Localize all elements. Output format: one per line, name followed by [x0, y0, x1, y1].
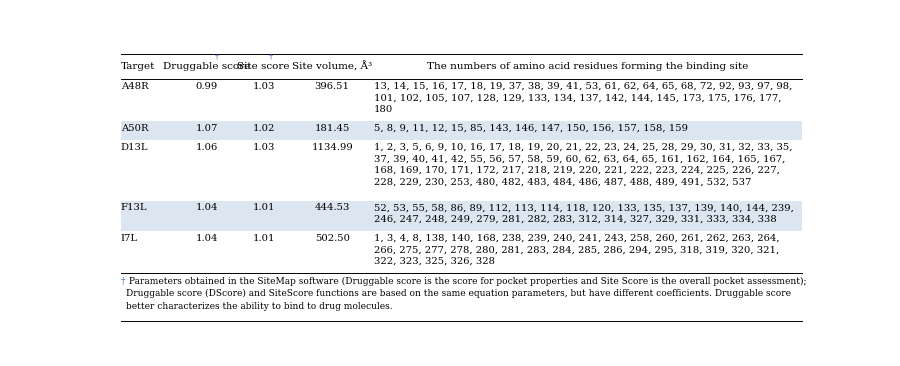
Text: 1.03: 1.03 [252, 143, 274, 152]
Text: 1.02: 1.02 [252, 124, 274, 133]
Text: A50R: A50R [121, 124, 148, 133]
Text: Parameters obtained in the SiteMap software (Druggable score is the score for po: Parameters obtained in the SiteMap softw… [126, 277, 807, 311]
Text: †: † [269, 53, 274, 61]
Text: Site score: Site score [238, 62, 290, 71]
Text: 396.51: 396.51 [315, 82, 350, 91]
Text: Druggable score: Druggable score [163, 62, 250, 71]
Text: The numbers of amino acid residues forming the binding site: The numbers of amino acid residues formi… [428, 62, 749, 71]
Text: A48R: A48R [121, 82, 148, 91]
Text: 1.01: 1.01 [252, 234, 274, 243]
Text: 1.04: 1.04 [195, 203, 218, 212]
Text: 52, 53, 55, 58, 86, 89, 112, 113, 114, 118, 120, 133, 135, 137, 139, 140, 144, 2: 52, 53, 55, 58, 86, 89, 112, 113, 114, 1… [374, 203, 794, 224]
Text: 1.03: 1.03 [252, 82, 274, 91]
Text: 1.01: 1.01 [252, 203, 274, 212]
Text: Target: Target [121, 62, 155, 71]
Text: 181.45: 181.45 [314, 124, 350, 133]
Bar [121, 201, 802, 231]
Text: †: † [215, 53, 219, 61]
Text: 13, 14, 15, 16, 17, 18, 19, 37, 38, 39, 41, 53, 61, 62, 64, 65, 68, 72, 92, 93, : 13, 14, 15, 16, 17, 18, 19, 37, 38, 39, … [374, 82, 792, 114]
Text: 502.50: 502.50 [315, 234, 350, 243]
Text: 444.53: 444.53 [314, 203, 350, 212]
Text: 1, 3, 4, 8, 138, 140, 168, 238, 239, 240, 241, 243, 258, 260, 261, 262, 263, 264: 1, 3, 4, 8, 138, 140, 168, 238, 239, 240… [374, 234, 779, 266]
Text: 0.99: 0.99 [195, 82, 218, 91]
Text: D13L: D13L [121, 143, 148, 152]
Text: F13L: F13L [121, 203, 148, 212]
Bar [121, 121, 802, 140]
Text: †: † [121, 277, 125, 286]
Text: 1.04: 1.04 [195, 234, 218, 243]
Text: 5, 8, 9, 11, 12, 15, 85, 143, 146, 147, 150, 156, 157, 158, 159: 5, 8, 9, 11, 12, 15, 85, 143, 146, 147, … [374, 124, 688, 133]
Text: 1134.99: 1134.99 [311, 143, 353, 152]
Text: Site volume, Å³: Site volume, Å³ [292, 61, 373, 71]
Text: I7L: I7L [121, 234, 138, 243]
Text: 1.07: 1.07 [195, 124, 218, 133]
Text: 1.06: 1.06 [195, 143, 218, 152]
Text: 1, 2, 3, 5, 6, 9, 10, 16, 17, 18, 19, 20, 21, 22, 23, 24, 25, 28, 29, 30, 31, 32: 1, 2, 3, 5, 6, 9, 10, 16, 17, 18, 19, 20… [374, 143, 793, 186]
